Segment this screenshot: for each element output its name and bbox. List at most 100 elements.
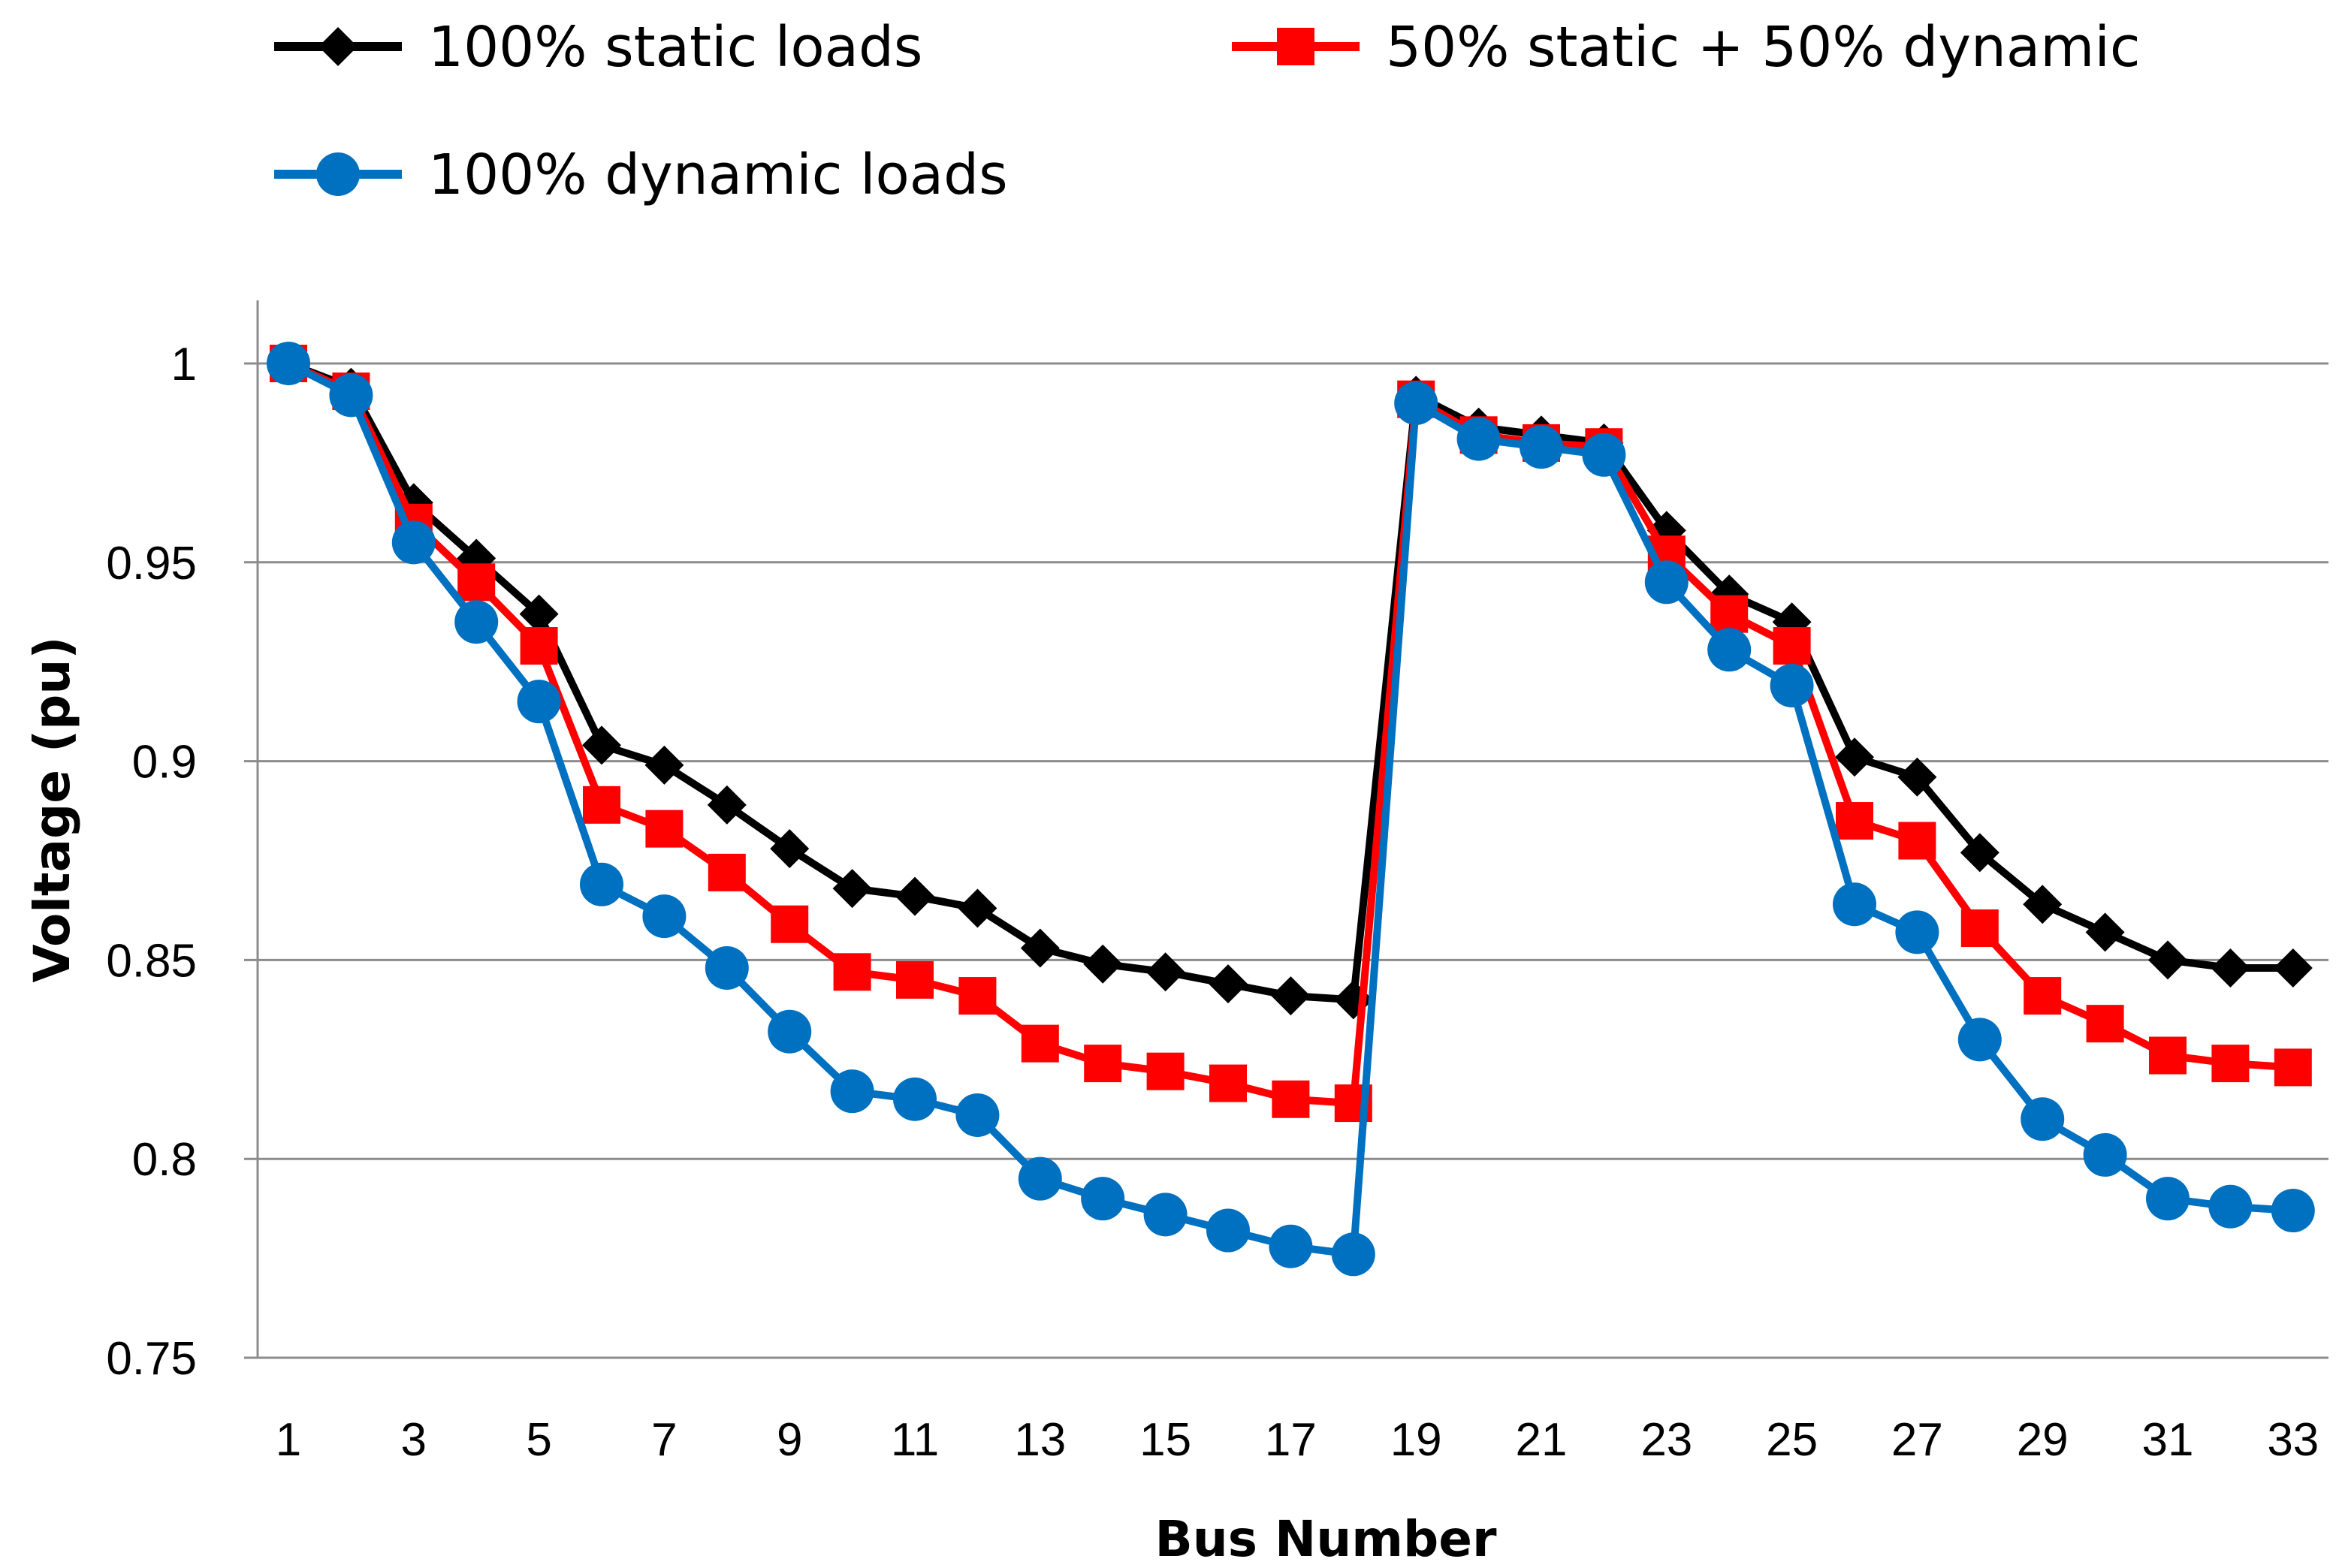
data-point-circle xyxy=(2146,1177,2190,1221)
data-point-circle xyxy=(1143,1193,1188,1237)
legend-item: 100% static loads xyxy=(274,15,922,80)
data-point-circle xyxy=(893,1077,937,1121)
legend-marker xyxy=(316,152,360,196)
data-point-diamond xyxy=(1271,976,1311,1016)
x-tick-label: 25 xyxy=(1766,1414,1818,1466)
data-point-circle xyxy=(1269,1224,1313,1268)
data-point-square xyxy=(1710,595,1749,633)
data-point-diamond xyxy=(1897,757,1937,797)
data-point-square xyxy=(1272,1080,1310,1118)
series-circle xyxy=(267,342,2315,1277)
data-point-square xyxy=(1209,1064,1247,1102)
data-point-diamond xyxy=(770,829,810,869)
data-point-square xyxy=(771,905,809,943)
data-point-diamond xyxy=(2211,948,2250,988)
data-point-circle xyxy=(830,1069,874,1114)
x-tick-label: 21 xyxy=(1516,1414,1568,1466)
data-point-circle xyxy=(2271,1189,2315,1233)
data-point-circle xyxy=(1206,1208,1250,1253)
gridlines xyxy=(258,362,2328,1160)
axes xyxy=(244,300,2328,1359)
data-point-square xyxy=(958,977,997,1015)
data-point-square xyxy=(1898,822,1936,860)
data-point-circle xyxy=(1957,1018,2002,1062)
y-tick-label: 0.75 xyxy=(106,1333,197,1385)
x-axis-title: Bus Number xyxy=(1154,1510,1497,1568)
x-tick-label: 29 xyxy=(2017,1414,2069,1466)
data-point-square xyxy=(1021,1024,1059,1063)
data-point-square xyxy=(1084,1045,1122,1083)
data-point-diamond xyxy=(1960,833,1999,873)
data-point-circle xyxy=(2083,1132,2127,1177)
data-point-circle xyxy=(768,1009,812,1054)
data-point-diamond xyxy=(2023,885,2063,924)
legend-label: 50% static + 50% dynamic xyxy=(1386,15,2141,80)
data-point-diamond xyxy=(2273,948,2313,988)
data-point-circle xyxy=(1018,1156,1062,1201)
data-point-square xyxy=(896,960,934,999)
data-point-circle xyxy=(1707,628,1752,672)
data-point-circle xyxy=(1456,417,1501,461)
data-point-circle xyxy=(2208,1184,2253,1229)
data-point-circle xyxy=(267,342,310,385)
x-tick-label: 1 xyxy=(276,1414,301,1466)
data-point-diamond xyxy=(2148,940,2187,980)
data-point-circle xyxy=(1833,882,1876,927)
data-point-square xyxy=(833,953,871,991)
data-point-circle xyxy=(1895,910,1939,954)
x-tick-label: 31 xyxy=(2142,1414,2194,1466)
data-point-diamond xyxy=(582,725,621,765)
x-tick-label: 11 xyxy=(891,1414,939,1466)
x-tick-label: 19 xyxy=(1390,1414,1442,1466)
data-point-circle xyxy=(454,600,499,644)
x-tick-label: 17 xyxy=(1265,1414,1317,1466)
x-tick-label: 5 xyxy=(526,1414,551,1466)
legend-item: 100% dynamic loads xyxy=(274,143,1008,207)
data-point-diamond xyxy=(895,876,934,916)
legend-marker xyxy=(318,27,358,66)
data-point-circle xyxy=(1582,433,1626,477)
data-point-circle xyxy=(1394,381,1438,425)
series-lines xyxy=(267,342,2315,1277)
legend-label: 100% dynamic loads xyxy=(428,143,1008,207)
x-tick-label: 3 xyxy=(401,1414,427,1466)
y-tick-label: 0.9 xyxy=(132,737,197,789)
data-point-diamond xyxy=(958,888,997,928)
data-point-circle xyxy=(1644,560,1689,605)
data-point-square xyxy=(583,786,620,824)
data-point-circle xyxy=(955,1093,1000,1137)
legend-marker xyxy=(1277,28,1314,65)
data-point-circle xyxy=(329,373,373,418)
data-point-circle xyxy=(1081,1177,1125,1221)
data-point-square xyxy=(520,627,558,665)
data-point-square xyxy=(1773,627,1811,665)
data-point-square xyxy=(2211,1045,2250,1083)
y-tick-label: 0.8 xyxy=(132,1134,197,1186)
x-tick-label: 13 xyxy=(1014,1414,1066,1466)
x-tick-label: 9 xyxy=(777,1414,802,1466)
legend-item: 50% static + 50% dynamic xyxy=(1232,15,2141,80)
y-tick-label: 1 xyxy=(171,339,197,390)
legend-label: 100% static loads xyxy=(428,15,922,80)
data-point-square xyxy=(2024,977,2062,1015)
data-point-diamond xyxy=(707,785,747,825)
data-point-square xyxy=(2086,1005,2124,1043)
data-point-circle xyxy=(580,862,623,906)
series-diamond xyxy=(269,344,2313,1020)
data-point-square xyxy=(1836,802,1873,840)
data-point-circle xyxy=(391,520,436,565)
data-point-diamond xyxy=(1083,944,1123,984)
data-point-square xyxy=(1146,1052,1185,1090)
data-point-diamond xyxy=(2085,912,2125,952)
data-point-square xyxy=(1960,909,1999,948)
data-point-square xyxy=(645,810,684,848)
x-tick-label: 23 xyxy=(1640,1414,1692,1466)
data-point-circle xyxy=(2021,1097,2065,1141)
data-point-diamond xyxy=(1835,737,1874,777)
y-tick-label: 0.85 xyxy=(106,935,197,987)
data-point-square xyxy=(2149,1036,2187,1075)
x-tick-label: 7 xyxy=(651,1414,677,1466)
x-tick-label: 15 xyxy=(1139,1414,1191,1466)
data-point-diamond xyxy=(519,594,559,634)
